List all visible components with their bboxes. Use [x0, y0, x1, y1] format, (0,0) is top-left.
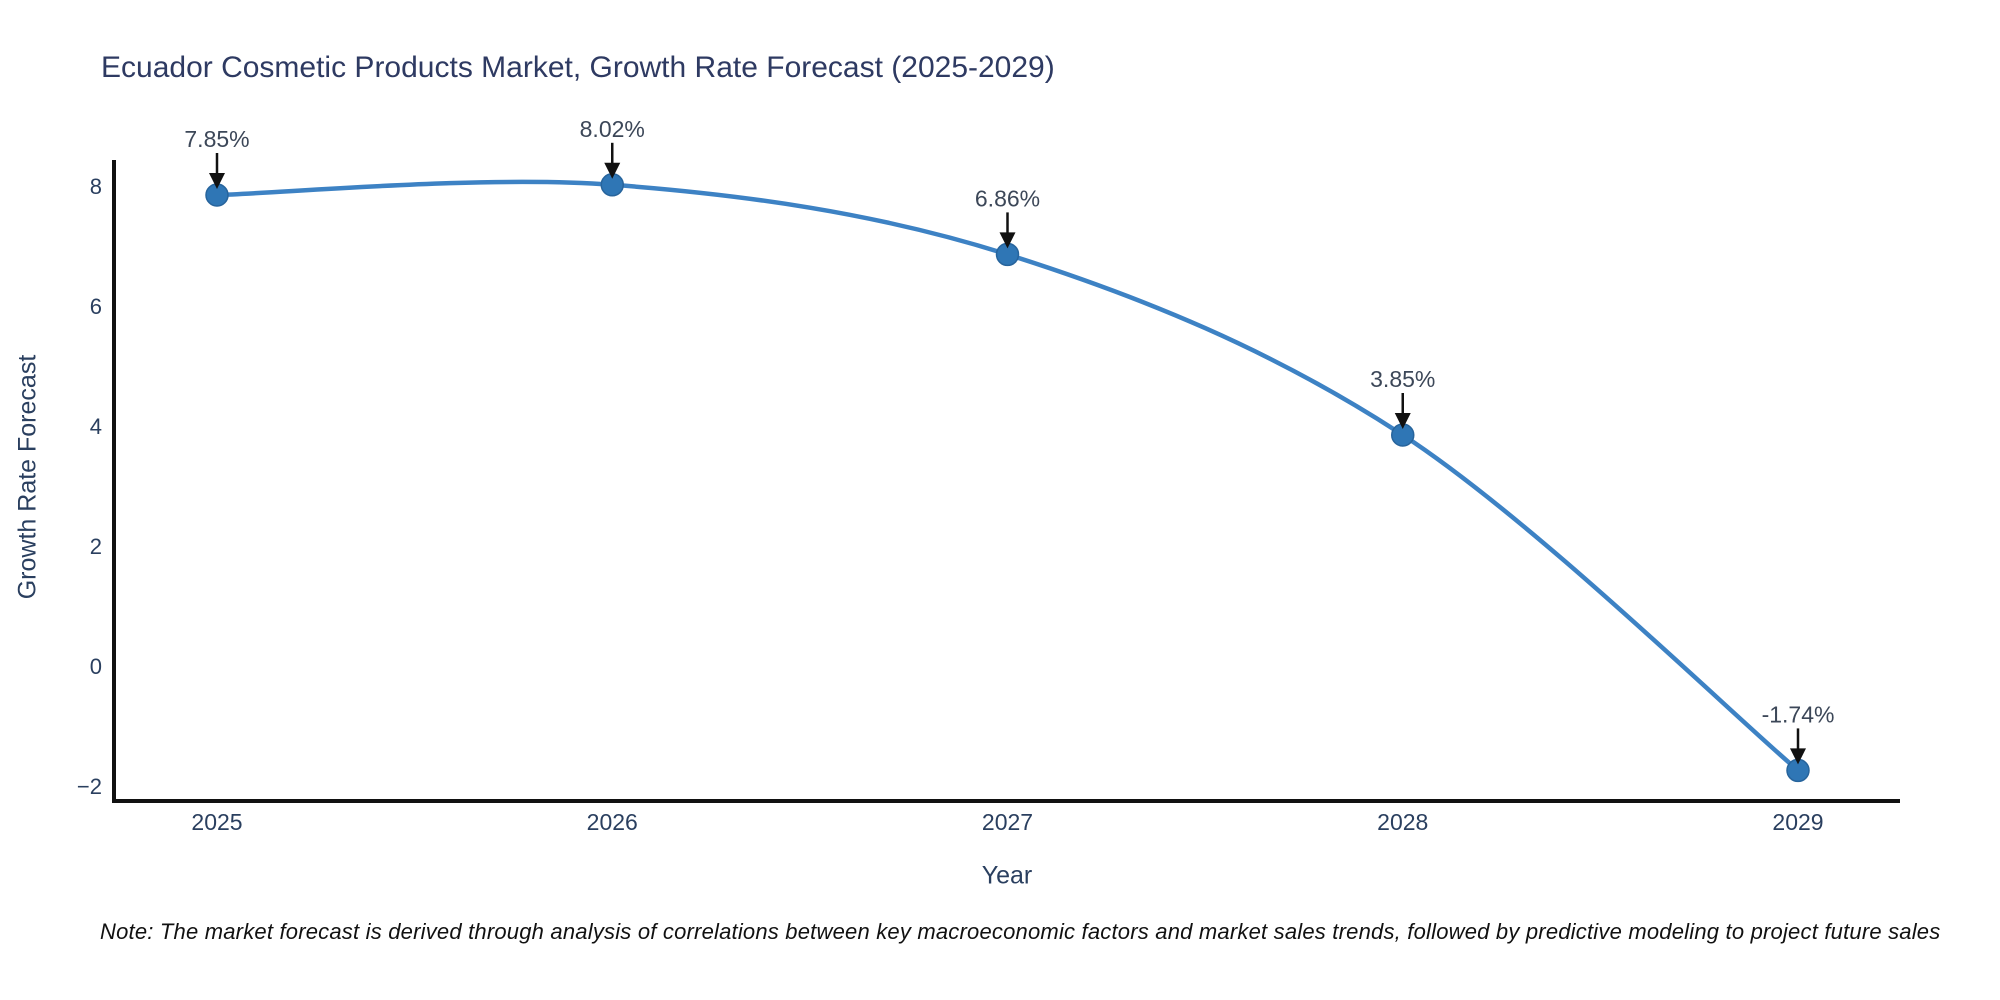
x-tick-label: 2025 [191, 809, 242, 835]
x-tick-label: 2029 [1772, 809, 1823, 835]
annotation-arrowhead-icon [999, 232, 1016, 249]
x-tick-label: 2027 [982, 809, 1033, 835]
footnote: Note: The market forecast is derived thr… [100, 919, 1941, 944]
x-tick-label: 2028 [1377, 809, 1428, 835]
x-tick-label: 2026 [587, 809, 638, 835]
y-tick-label: 4 [90, 414, 102, 439]
chart-title: Ecuador Cosmetic Products Market, Growth… [101, 51, 1055, 84]
y-tick-label: −2 [77, 774, 102, 799]
x-axis-title: Year [981, 861, 1033, 890]
y-tick-label: 0 [90, 654, 102, 679]
y-tick-label: 6 [90, 294, 102, 319]
point-annotation-label: 8.02% [580, 116, 645, 142]
y-axis-title: Growth Rate Forecast [13, 354, 42, 600]
y-tick-label: 2 [90, 534, 102, 559]
point-annotation-label: 6.86% [975, 185, 1040, 211]
point-annotation-label: 3.85% [1370, 366, 1435, 392]
forecast-line [214, 179, 1801, 773]
annotation-arrowhead-icon [209, 173, 225, 189]
point-annotation-label: -1.74% [1762, 701, 1835, 727]
annotation-arrowhead-icon [1790, 748, 1806, 765]
annotation-arrowhead-icon [604, 162, 621, 179]
y-tick-label: 8 [90, 174, 102, 199]
annotation-arrowhead-icon [1394, 413, 1411, 429]
point-annotation-label: 7.85% [184, 126, 249, 152]
